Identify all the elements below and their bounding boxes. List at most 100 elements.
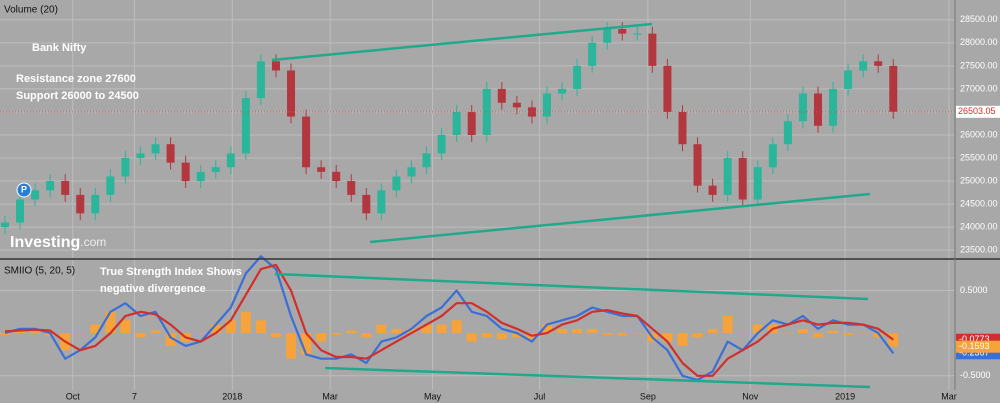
histogram-bar — [331, 333, 342, 335]
y-tick-label: 0.5000 — [960, 285, 988, 295]
x-tick-label: 2018 — [222, 391, 242, 401]
histogram-bar — [466, 333, 477, 342]
candle-body — [332, 171, 341, 182]
pane-title: SMIIO (5, 20, 5) — [4, 266, 75, 277]
candle-body — [377, 190, 386, 214]
candle-body — [317, 167, 326, 172]
histogram-bar — [406, 328, 417, 334]
histogram-bar — [752, 324, 763, 334]
logo: Investing.com — [10, 234, 106, 251]
histogram-bar — [602, 333, 613, 335]
histogram-bar — [722, 316, 733, 334]
candle-body — [844, 70, 853, 89]
histogram-bar — [286, 333, 297, 359]
candle-body — [362, 194, 371, 214]
histogram-bar — [316, 333, 327, 342]
candle-body — [889, 65, 898, 112]
histogram-bar — [90, 324, 101, 334]
candle-body — [452, 111, 461, 135]
candle-body — [588, 42, 597, 66]
histogram-bar — [0, 333, 10, 335]
annotation: Support 26000 to 24500 — [16, 90, 139, 102]
candle-body — [0, 222, 9, 228]
candle-body — [678, 111, 687, 145]
event-marker-label[interactable]: P — [21, 184, 27, 194]
indicator-line — [4, 255, 895, 382]
y-tick-label: 27500.00 — [960, 60, 998, 70]
histogram-bar — [120, 320, 131, 334]
trend-line — [274, 272, 869, 301]
histogram-bar — [707, 328, 718, 334]
candle-body — [768, 144, 777, 168]
candle-body — [859, 61, 868, 71]
histogram-bar — [376, 324, 387, 334]
candle-body — [76, 194, 85, 214]
candle-body — [497, 88, 506, 103]
histogram-bar — [692, 333, 703, 338]
candle-body — [91, 194, 100, 214]
histogram-bar — [797, 328, 808, 334]
histogram-bar — [255, 320, 266, 334]
annotation: True Strength Index Shows — [100, 266, 242, 278]
marks — [0, 22, 955, 382]
annotation: Bank Nifty — [32, 42, 87, 54]
histogram-bar — [587, 328, 598, 334]
x-tick-label: Nov — [742, 391, 759, 401]
last-value-label: -0.0773 — [959, 334, 990, 344]
candle-body — [663, 65, 672, 112]
y-tick-label: 27000.00 — [960, 83, 998, 93]
candle-body — [573, 65, 582, 89]
axis-labels: Oct 7 2018 Mar May Jul Sep Nov 2019 Mar 28500.00 28… — [66, 14, 1000, 401]
last-price-box — [956, 105, 1000, 118]
trend-line — [369, 192, 871, 244]
trend-line — [271, 22, 653, 62]
logo-main: Investing — [10, 234, 80, 251]
histogram-bar — [812, 333, 823, 338]
histogram-bar — [873, 333, 884, 338]
candle-body — [633, 33, 642, 35]
histogram-bar — [346, 330, 357, 334]
y-tick-label: 28000.00 — [960, 37, 998, 47]
candle-body — [392, 176, 401, 191]
event-marker[interactable] — [16, 182, 32, 198]
histogram-bar — [210, 324, 221, 334]
histogram-bar — [737, 333, 748, 334]
candle-body — [422, 153, 431, 168]
candle-body — [302, 116, 311, 168]
x-tick-label: Jul — [534, 391, 546, 401]
candle-body — [196, 171, 205, 182]
histogram-bar — [75, 333, 86, 334]
candle-body — [211, 167, 220, 172]
histogram-bar — [436, 324, 447, 334]
candle-body — [648, 33, 657, 66]
histogram-bar — [617, 333, 628, 336]
histogram-bar — [391, 328, 402, 334]
y-tick-label: 24500.00 — [960, 198, 998, 208]
candle-body — [829, 88, 838, 126]
histogram-bar — [240, 311, 251, 334]
annotation: Resistance zone 27600 — [16, 73, 136, 85]
candle-body — [542, 93, 551, 117]
histogram-bar — [30, 332, 41, 334]
histogram-bar — [557, 328, 568, 334]
candle-body — [753, 167, 762, 200]
histogram-bar — [301, 333, 312, 355]
y-tick-label: 24000.00 — [960, 222, 998, 232]
histogram-bar — [361, 333, 372, 338]
candle-body — [271, 61, 280, 71]
indicator-line — [4, 263, 894, 377]
y-tick-label: 25500.00 — [960, 152, 998, 162]
histogram-bar — [782, 333, 793, 334]
histogram-bar — [15, 331, 26, 334]
candle-body — [136, 153, 145, 159]
histogram-bar — [511, 333, 522, 338]
histogram-bar — [541, 324, 552, 334]
histogram-bar — [105, 311, 116, 334]
last-value-box — [956, 340, 1000, 353]
histogram-bar — [270, 333, 281, 338]
candle-body — [347, 181, 356, 195]
candle-body — [16, 199, 25, 223]
x-tick-label: May — [424, 391, 442, 401]
histogram-bar — [135, 333, 146, 338]
